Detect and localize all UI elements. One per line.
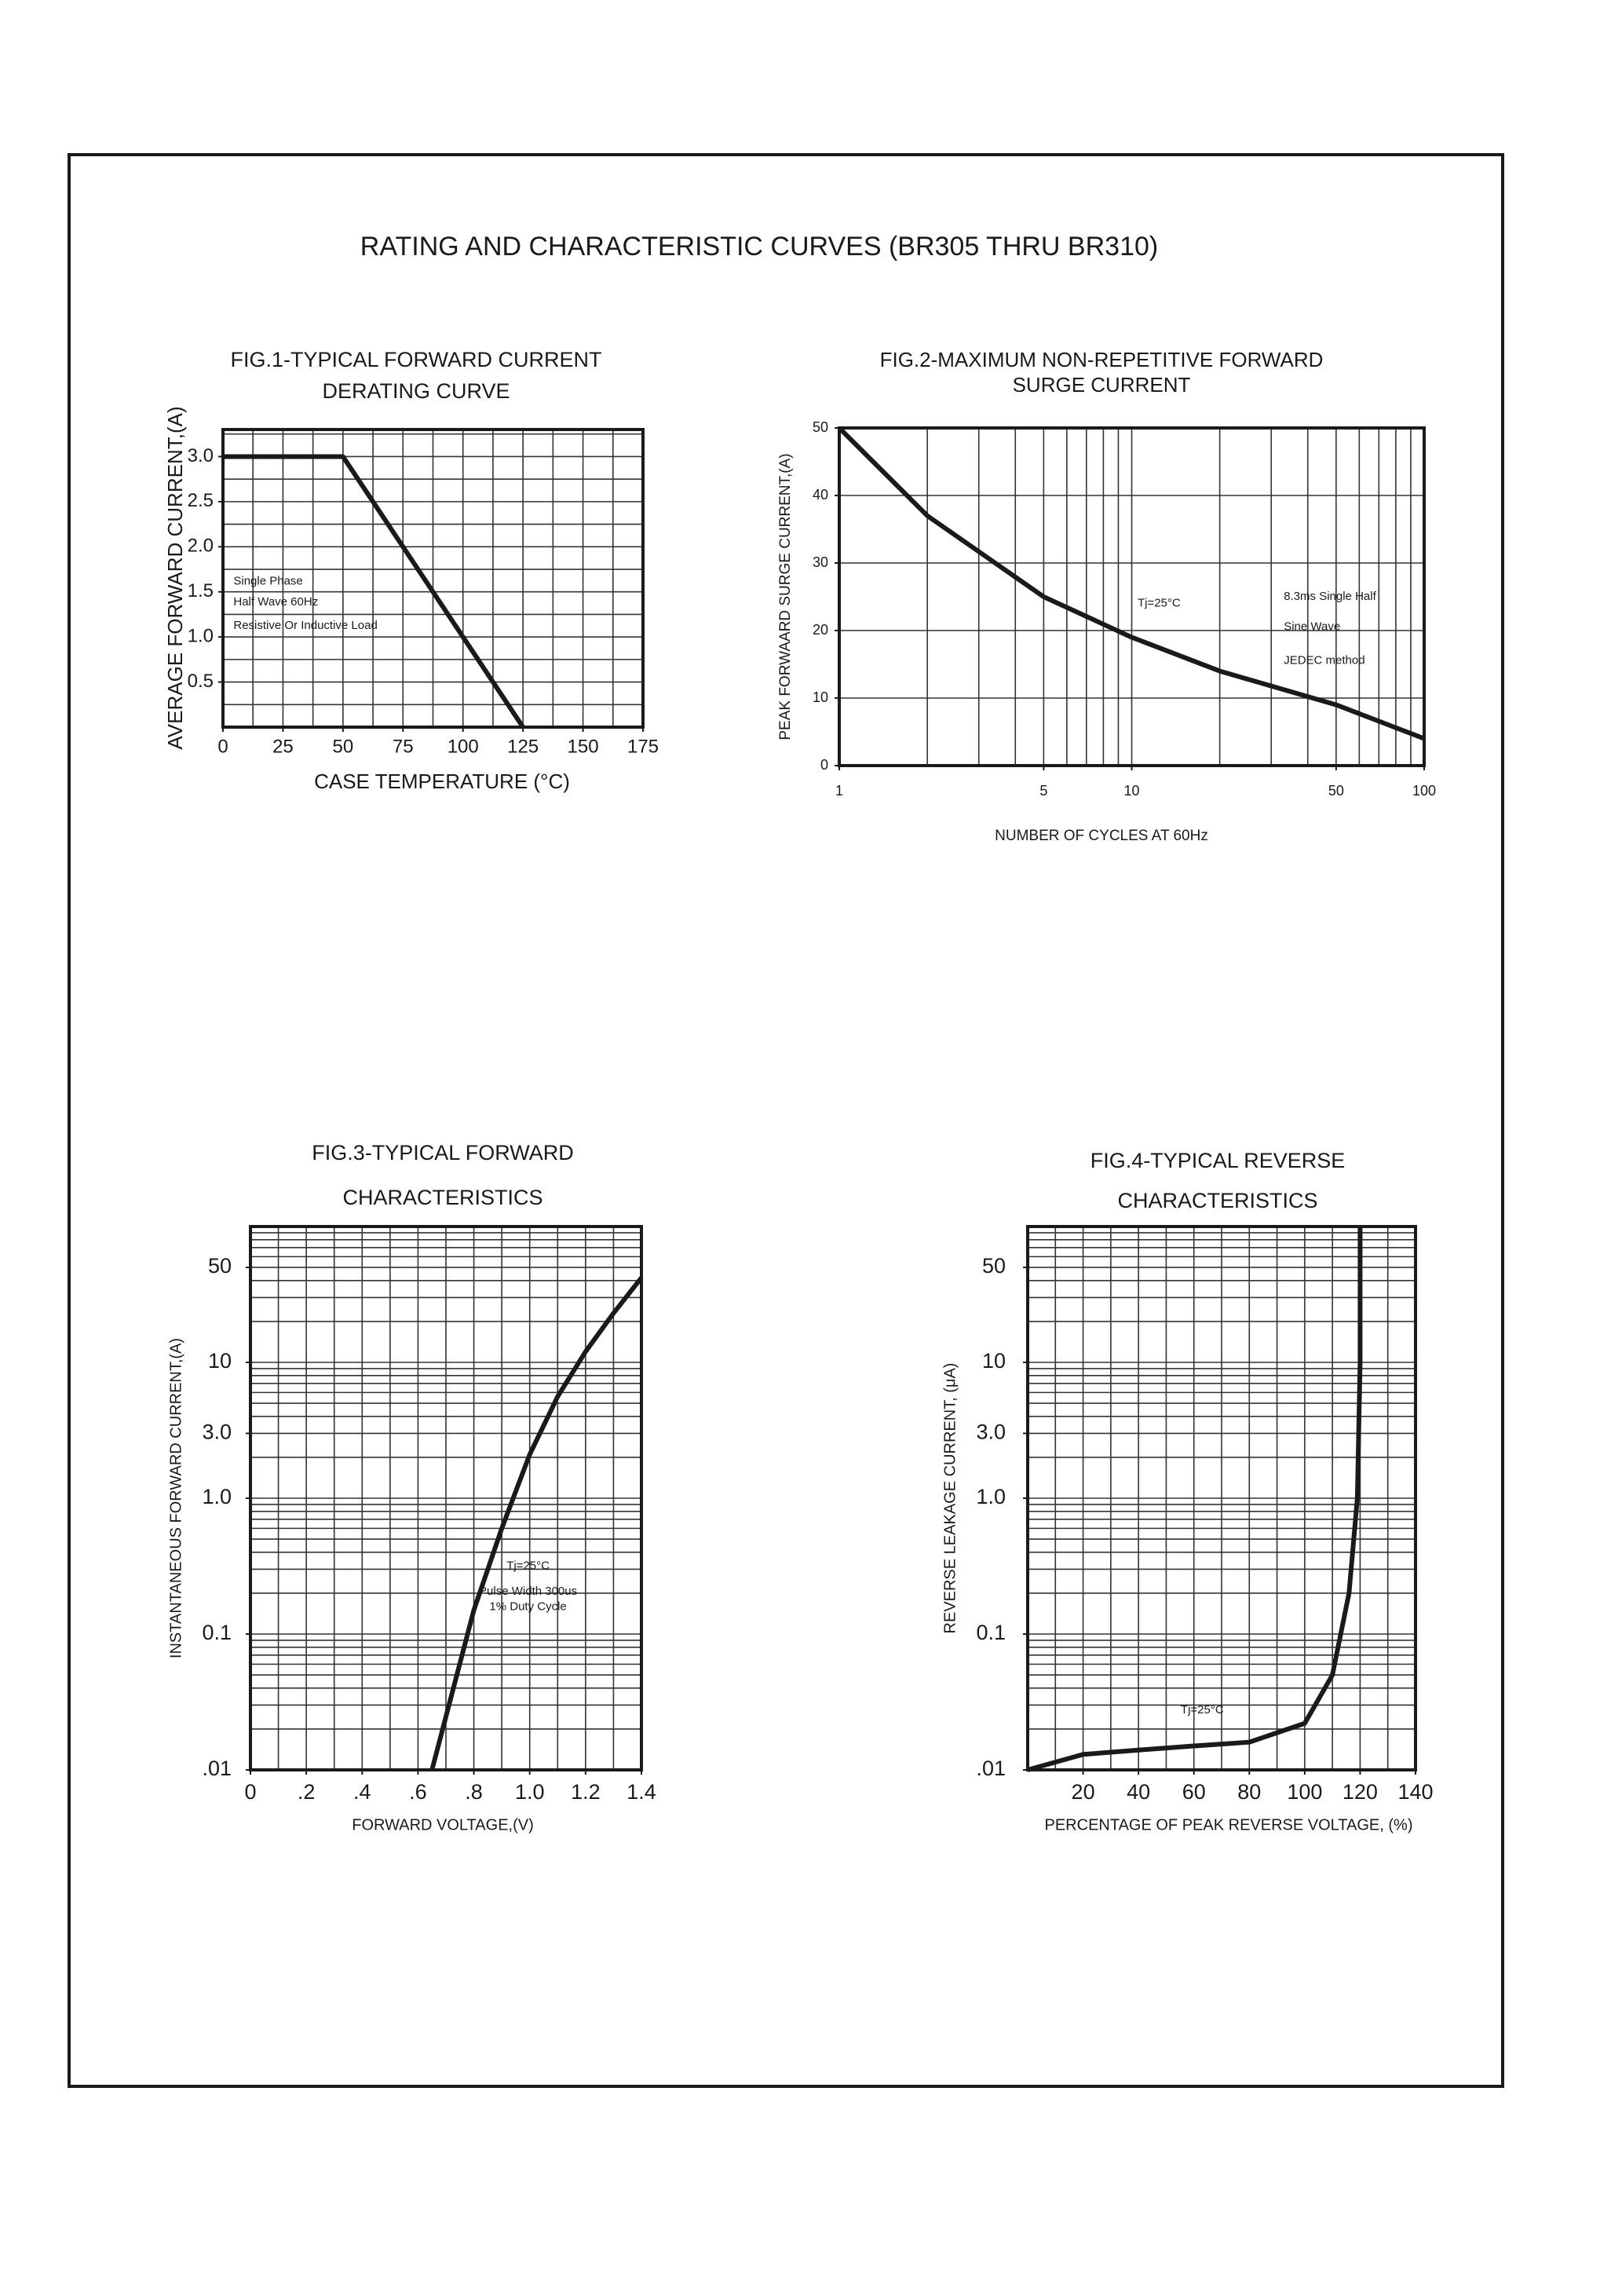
- plot-frame: [249, 1225, 643, 1771]
- annotation: Tj=25°C: [1138, 597, 1181, 610]
- x-tick-label: 50: [1328, 783, 1344, 799]
- y-tick-label: 3.0: [976, 1420, 1006, 1444]
- annotation: JEDEC method: [1284, 654, 1364, 667]
- x-tick-label: 100: [1287, 1780, 1322, 1804]
- chart-title: CHARACTERISTICS: [1117, 1189, 1317, 1212]
- annotation: Tj=25°C: [1181, 1703, 1224, 1717]
- x-tick-label: 0: [217, 736, 228, 757]
- chart-title: DERATING CURVE: [322, 379, 510, 403]
- annotation: Sine Wave: [1284, 620, 1340, 634]
- annotation: Single Phase: [233, 574, 302, 587]
- x-tick-label: 100: [448, 736, 479, 757]
- y-tick-label: 40: [813, 487, 828, 503]
- y-tick-label: 1.5: [188, 580, 214, 601]
- x-axis-label: NUMBER OF CYCLES AT 60Hz: [995, 828, 1208, 844]
- x-tick-label: 150: [568, 736, 599, 757]
- y-tick-label: 10: [982, 1349, 1006, 1373]
- y-tick-label: 3.0: [188, 445, 214, 466]
- x-axis-label: PERCENTAGE OF PEAK REVERSE VOLTAGE, (%): [1045, 1816, 1413, 1834]
- plot-frame: [838, 426, 1426, 767]
- x-tick-label: 125: [507, 736, 539, 757]
- y-tick-label: 0.1: [202, 1621, 232, 1644]
- x-tick-label: 50: [333, 736, 354, 757]
- y-tick-label: 2.0: [188, 536, 214, 557]
- chart-title: SURGE CURRENT: [1013, 373, 1191, 397]
- y-tick-label: 30: [813, 554, 828, 570]
- y-tick-label: 0.5: [188, 671, 214, 692]
- x-tick-label: .8: [465, 1780, 483, 1804]
- y-tick-label: 10: [813, 689, 828, 705]
- y-tick-label: 3.0: [202, 1420, 232, 1444]
- x-tick-label: 60: [1182, 1780, 1206, 1804]
- plot-frame: [221, 428, 645, 729]
- page-border: [68, 153, 1504, 2088]
- x-tick-label: 20: [1072, 1780, 1095, 1804]
- y-tick-label: 20: [813, 622, 828, 638]
- x-tick-label: 25: [272, 736, 294, 757]
- plot-frame: [1026, 1225, 1417, 1771]
- annotation: Resistive Or Inductive Load: [233, 619, 377, 632]
- curve: [223, 454, 525, 729]
- y-tick-label: .01: [202, 1757, 232, 1780]
- y-tick-label: 50: [982, 1254, 1006, 1278]
- annotation: Pulse Width 300us: [479, 1585, 577, 1598]
- curve: [1027, 1227, 1363, 1772]
- x-tick-label: 100: [1412, 783, 1436, 799]
- x-tick-label: 75: [393, 736, 414, 757]
- y-axis-label: REVERSE LEAKAGE CURRENT, (μA): [941, 1363, 959, 1634]
- chart: FIG.1-TYPICAL FORWARD CURRENT DERATING CU…: [163, 348, 659, 793]
- x-tick-label: 1.4: [627, 1780, 656, 1804]
- y-axis-label: INSTANTANEOUS FORWARD CURRENT,(A): [167, 1338, 184, 1658]
- y-tick-label: 50: [813, 419, 828, 435]
- x-tick-label: 80: [1237, 1780, 1261, 1804]
- chart-title: CHARACTERISTICS: [342, 1186, 542, 1209]
- x-tick-label: .6: [409, 1780, 427, 1804]
- x-tick-label: 10: [1123, 783, 1139, 799]
- y-tick-label: 10: [208, 1349, 232, 1373]
- y-tick-label: 1.0: [188, 625, 214, 646]
- chart: FIG.2-MAXIMUM NON-REPETITIVE FORWARDSURG…: [777, 348, 1436, 844]
- y-tick-label: 50: [208, 1254, 232, 1278]
- x-tick-label: 120: [1343, 1780, 1378, 1804]
- y-tick-label: 1.0: [976, 1485, 1006, 1508]
- x-tick-label: 1: [835, 783, 843, 799]
- x-axis-label: FORWARD VOLTAGE,(V): [352, 1816, 534, 1834]
- annotation: Half Wave 60Hz: [233, 595, 318, 609]
- y-tick-label: 2.5: [188, 490, 214, 511]
- x-tick-label: 1.0: [515, 1780, 545, 1804]
- chart: FIG.3-TYPICAL FORWARD CHARACTERISTICS 0 .2.…: [167, 1141, 656, 1834]
- x-tick-label: .4: [353, 1780, 371, 1804]
- x-tick-label: 40: [1127, 1780, 1150, 1804]
- x-tick-label: 5: [1039, 783, 1047, 799]
- x-axis-label: CASE TEMPERATURE (°C): [314, 770, 570, 793]
- curve: [837, 426, 1426, 741]
- x-tick-label: 0: [244, 1780, 256, 1804]
- chart: FIG.4-TYPICAL REVERSE CHARACTERISTICS 20 40…: [941, 1149, 1433, 1834]
- y-tick-label: 0.1: [976, 1621, 1006, 1644]
- chart-title: FIG.3-TYPICAL FORWARD: [312, 1141, 574, 1164]
- y-tick-label: 1.0: [202, 1485, 232, 1508]
- y-axis-label: AVERAGE FORWARD CURRENT,(A): [163, 406, 187, 749]
- annotation: 8.3ms Single Half: [1284, 590, 1376, 603]
- chart-title: FIG.2-MAXIMUM NON-REPETITIVE FORWARD: [880, 348, 1324, 371]
- y-tick-label: 0: [820, 757, 828, 773]
- chart-title: FIG.4-TYPICAL REVERSE: [1090, 1149, 1346, 1172]
- y-tick-label: .01: [976, 1757, 1006, 1780]
- x-tick-label: 1.2: [571, 1780, 601, 1804]
- y-axis-label: PEAK FORWAARD SURGE CURRENT,(A): [777, 453, 794, 740]
- annotation: 1% Duty Cycle: [489, 1600, 566, 1613]
- x-tick-label: 175: [627, 736, 659, 757]
- chart-title: FIG.1-TYPICAL FORWARD CURRENT: [230, 348, 601, 371]
- curve: [429, 1276, 644, 1771]
- annotation: Tj=25°C: [506, 1559, 550, 1572]
- x-tick-label: .2: [298, 1780, 316, 1804]
- x-tick-label: 140: [1397, 1780, 1433, 1804]
- page-title: RATING AND CHARACTERISTIC CURVES (BR305 …: [360, 232, 1158, 261]
